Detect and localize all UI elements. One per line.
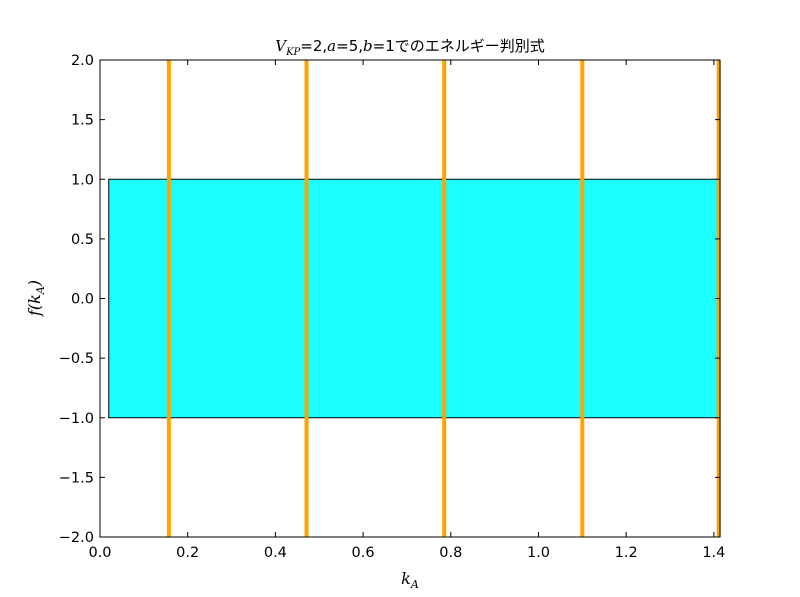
y-tick-label: −1.0 <box>59 411 94 427</box>
y-axis-label-suffix: ) <box>25 280 44 287</box>
y-tick-label: 1.5 <box>71 113 94 129</box>
y-tick-label: −0.5 <box>59 351 94 367</box>
y-tick-label: 0.5 <box>71 232 94 248</box>
x-tick-label: 0.4 <box>264 545 287 561</box>
y-axis-label: f(kA) <box>25 280 47 317</box>
title-part1: =2, <box>300 37 327 55</box>
y-axis-label-sub: A <box>34 286 47 295</box>
x-tick-label: 1.0 <box>527 545 550 561</box>
y-axis-label-main: k <box>25 294 44 304</box>
title-b-symbol: b <box>363 37 373 55</box>
title-part2: =5, <box>336 37 363 55</box>
x-tick-label: 0.2 <box>176 545 199 561</box>
axis-ticks: 0.0 0.2 0.4 0.6 0.8 1.0 1.2 1.42.01.51.00.50.0−… <box>59 53 726 561</box>
y-tick-label: −1.5 <box>59 470 94 486</box>
title-v-subscript: KP <box>285 47 300 58</box>
title-part3: =1でのエネルギー判別式 <box>373 37 545 55</box>
y-tick-label: 1.0 <box>71 172 94 188</box>
y-tick-label: 0.0 <box>71 292 94 308</box>
x-axis-label-sub: A <box>410 578 419 591</box>
x-tick-label: 0.0 <box>88 545 111 561</box>
x-axis-label-main: k <box>401 569 411 588</box>
y-tick-label: −2.0 <box>59 530 94 546</box>
title-v-symbol: V <box>275 37 288 55</box>
y-axis-label-prefix: f( <box>25 303 44 317</box>
x-tick-label: 1.4 <box>702 545 725 561</box>
x-axis-label: kA <box>401 569 419 591</box>
x-tick-label: 0.6 <box>352 545 375 561</box>
allowed-band <box>108 178 721 419</box>
x-tick-label: 0.8 <box>439 545 462 561</box>
y-tick-label: 2.0 <box>71 53 94 69</box>
title-a-symbol: a <box>327 37 336 55</box>
x-tick-label: 1.2 <box>615 545 638 561</box>
chart-title: VKP=2,a=5,b=1でのエネルギー判別式 <box>275 37 545 58</box>
plot-area <box>99 59 721 538</box>
